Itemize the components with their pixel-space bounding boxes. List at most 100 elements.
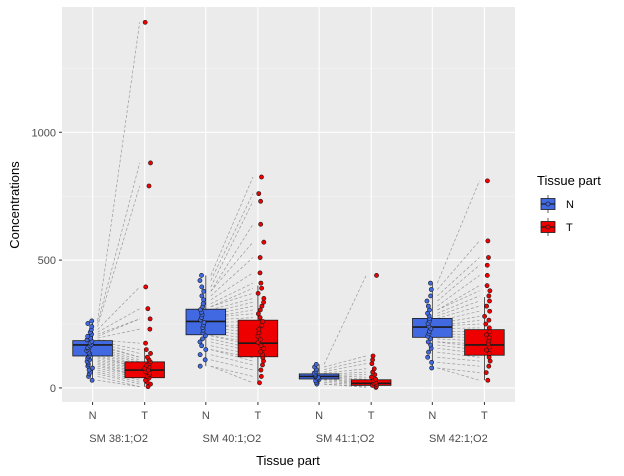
paired-line <box>97 373 140 385</box>
data-point <box>486 363 492 369</box>
data-point <box>143 284 149 290</box>
paired-line <box>210 224 254 292</box>
data-point <box>258 198 264 204</box>
data-point <box>425 354 431 360</box>
data-point <box>487 329 493 335</box>
data-point <box>200 336 205 342</box>
legend-key-point <box>545 224 551 230</box>
paired-line <box>210 257 254 297</box>
data-point <box>369 361 375 367</box>
paired-line <box>437 275 480 307</box>
data-point <box>143 340 148 346</box>
data-point <box>428 280 433 286</box>
data-point <box>424 298 430 304</box>
group-label: SM 41:1;O2 <box>316 433 375 445</box>
data-point <box>259 285 265 291</box>
data-point <box>487 298 492 304</box>
data-point <box>486 325 492 331</box>
axis-layer: 0 500 1000 N T SM 38:1;O2 N T SM 40:1;O2 N T SM 41:… <box>32 127 489 445</box>
data-point <box>261 239 267 245</box>
data-point <box>203 347 209 352</box>
points-N <box>424 280 435 371</box>
data-layer <box>72 19 505 390</box>
paired-line <box>437 240 480 290</box>
y-tick-label: 1000 <box>32 127 56 139</box>
data-point <box>486 335 492 341</box>
paired-line <box>97 379 140 388</box>
data-point <box>197 278 203 283</box>
group-label: SM 38:1;O2 <box>89 433 148 445</box>
data-point <box>89 324 95 329</box>
x-tick-label: N <box>202 410 210 422</box>
data-point <box>148 160 153 166</box>
paired-line <box>210 201 254 288</box>
data-point <box>484 303 489 309</box>
data-point <box>257 315 263 321</box>
data-point <box>373 376 379 382</box>
x-axis-title: Tissue part <box>256 453 320 468</box>
data-point <box>486 255 491 260</box>
group-label: SM 42:1;O2 <box>429 433 488 445</box>
data-point <box>261 346 267 351</box>
paired-line <box>210 176 254 276</box>
data-point <box>256 326 262 332</box>
data-point <box>258 374 264 379</box>
data-point <box>374 273 379 278</box>
paired-line <box>97 22 141 322</box>
paired-line <box>437 264 480 302</box>
y-tick-label: 0 <box>50 383 56 395</box>
data-point <box>90 365 95 371</box>
data-point <box>256 191 262 197</box>
data-point <box>143 377 148 383</box>
data-point <box>89 377 95 383</box>
legend-label: T <box>566 222 573 234</box>
data-point <box>200 301 206 306</box>
paired-line <box>437 351 480 358</box>
paired-line <box>97 308 140 333</box>
group-2 <box>185 174 279 386</box>
paired-line <box>210 354 254 366</box>
points-T <box>369 273 379 390</box>
data-point <box>202 357 208 363</box>
paired-line <box>324 368 367 374</box>
data-point <box>483 321 489 327</box>
data-point <box>199 284 205 290</box>
paired-line <box>437 285 480 311</box>
data-point <box>259 174 264 180</box>
data-point <box>145 354 150 360</box>
paired-line <box>437 290 480 311</box>
points-T <box>482 178 493 383</box>
points-T <box>255 174 267 386</box>
data-point <box>484 273 490 278</box>
data-point <box>143 347 149 352</box>
data-point <box>484 262 490 268</box>
data-point <box>428 293 434 299</box>
data-point <box>259 322 265 328</box>
paired-line <box>437 295 480 314</box>
data-point <box>428 287 434 292</box>
data-point <box>258 280 264 286</box>
data-point <box>85 321 91 326</box>
paired-line <box>324 383 367 387</box>
data-point <box>483 347 489 353</box>
paired-line <box>210 298 254 311</box>
data-point <box>201 320 207 325</box>
paired-line <box>210 241 254 292</box>
paired-line <box>97 369 140 381</box>
paired-line <box>210 293 254 307</box>
data-point <box>142 19 148 25</box>
data-point <box>257 255 263 260</box>
data-point <box>371 366 377 372</box>
data-point <box>484 283 490 289</box>
paired-line <box>210 193 254 281</box>
data-point <box>486 317 492 323</box>
data-point <box>260 362 265 368</box>
data-point <box>485 178 490 184</box>
x-tick-label: T <box>368 410 375 422</box>
data-point <box>147 316 153 322</box>
data-point <box>197 352 203 358</box>
legend: Tissue part NT <box>537 173 601 236</box>
x-tick-label: T <box>141 410 148 422</box>
paired-line <box>97 328 140 339</box>
